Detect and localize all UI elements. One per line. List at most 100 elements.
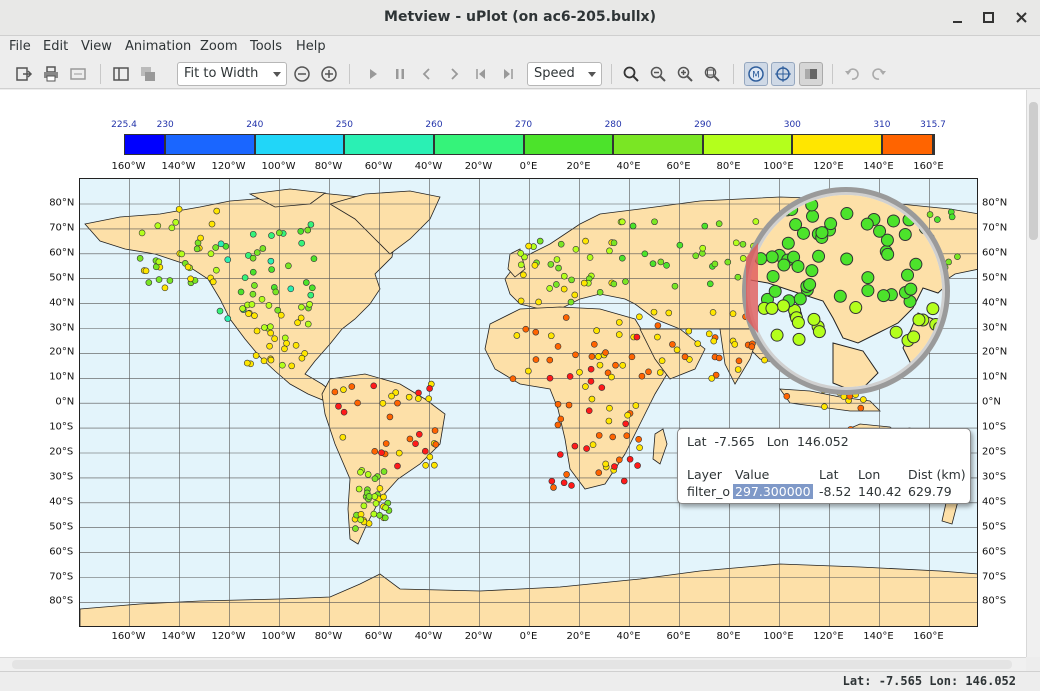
station-marker xyxy=(669,341,676,348)
vertical-scrollbar[interactable] xyxy=(1026,90,1040,657)
menu-tools[interactable]: Tools xyxy=(250,39,283,54)
station-marker xyxy=(563,471,570,478)
station-marker xyxy=(635,436,642,443)
longitude-label: 60°W xyxy=(364,161,393,172)
station-marker xyxy=(178,250,186,258)
magnifier-mode-icon[interactable]: M xyxy=(744,62,768,86)
landmass-madagascar xyxy=(652,428,668,465)
tooltip-cell-lat: -8.52 xyxy=(819,484,852,499)
sidebar-toggle-icon[interactable] xyxy=(110,63,132,85)
last-frame-icon[interactable] xyxy=(497,63,519,85)
station-marker xyxy=(611,463,618,470)
longitude-label: 20°E xyxy=(566,631,591,642)
zoom-out-icon[interactable] xyxy=(647,63,669,85)
station-marker xyxy=(692,252,700,260)
layers-icon[interactable] xyxy=(137,63,159,85)
station-marker xyxy=(376,485,384,492)
station-marker xyxy=(615,331,623,338)
menu-animation[interactable]: Animation xyxy=(125,39,192,54)
station-marker xyxy=(267,323,274,330)
speed-select[interactable]: Speed xyxy=(527,62,602,86)
minimize-icon[interactable] xyxy=(948,8,968,28)
station-marker xyxy=(335,402,342,410)
magnifier-lens[interactable] xyxy=(738,183,954,399)
station-marker xyxy=(271,335,278,343)
station-marker xyxy=(701,222,709,230)
zoom-in-circle-icon[interactable] xyxy=(318,63,340,85)
menu-zoom[interactable]: Zoom xyxy=(200,39,238,54)
first-frame-icon[interactable] xyxy=(470,63,492,85)
magnified-station-marker xyxy=(806,209,820,223)
vertical-scroll-thumb[interactable] xyxy=(1029,102,1038,240)
menu-help[interactable]: Help xyxy=(296,39,326,54)
station-marker xyxy=(352,525,359,532)
station-marker xyxy=(354,399,361,407)
station-marker xyxy=(382,440,390,447)
station-marker xyxy=(536,237,544,245)
station-marker xyxy=(371,493,378,500)
station-marker xyxy=(658,357,666,365)
zoom-stack-icon[interactable] xyxy=(701,63,723,85)
undo-icon[interactable] xyxy=(841,63,863,85)
station-marker xyxy=(298,239,305,247)
horizontal-scrollbar[interactable] xyxy=(0,657,1026,671)
previous-frame-icon[interactable] xyxy=(416,63,438,85)
station-marker xyxy=(166,277,174,284)
play-icon[interactable] xyxy=(362,63,384,85)
station-marker xyxy=(265,302,273,309)
latitude-label: 70°S xyxy=(982,571,1007,582)
tooltip-lon-value: 146.052 xyxy=(796,434,849,449)
magnified-station-marker xyxy=(791,316,805,330)
station-marker xyxy=(610,280,618,288)
station-marker xyxy=(237,288,245,296)
print-icon[interactable] xyxy=(40,63,62,85)
close-icon[interactable] xyxy=(1012,8,1032,28)
station-marker xyxy=(632,402,640,409)
station-marker xyxy=(557,451,564,458)
station-marker xyxy=(251,282,258,289)
station-marker xyxy=(626,455,634,463)
latitude-label: 50°N xyxy=(982,272,1008,284)
tooltip-col-dist: Dist (km) xyxy=(908,467,966,482)
horizontal-scroll-thumb[interactable] xyxy=(12,660,1012,669)
station-marker xyxy=(595,353,602,360)
magnified-station-marker xyxy=(776,299,790,313)
station-marker xyxy=(553,256,561,263)
export-icon[interactable] xyxy=(13,63,35,85)
latitude-label: 60°S xyxy=(49,546,74,558)
menu-edit[interactable]: Edit xyxy=(43,39,69,54)
station-marker xyxy=(604,369,612,377)
zoom-in-icon[interactable] xyxy=(674,63,696,85)
station-marker xyxy=(224,256,232,263)
redo-icon[interactable] xyxy=(868,63,890,85)
maximize-icon[interactable] xyxy=(979,8,999,28)
cursor-data-icon[interactable] xyxy=(771,62,795,86)
station-marker xyxy=(378,449,385,456)
display-icon[interactable] xyxy=(67,63,89,85)
magnified-station-marker xyxy=(805,264,819,278)
longitude-label: 140°E xyxy=(863,161,894,172)
longitude-label: 20°W xyxy=(464,161,493,172)
zoom-level-select[interactable]: Fit to Width xyxy=(177,62,287,86)
next-frame-icon[interactable] xyxy=(443,63,465,85)
tooltip-col-lat: Lat xyxy=(819,467,839,482)
station-marker xyxy=(425,395,433,403)
magnified-station-marker xyxy=(793,292,807,306)
station-marker xyxy=(710,337,718,345)
station-marker xyxy=(382,504,389,511)
pause-icon[interactable] xyxy=(389,63,411,85)
station-marker xyxy=(525,367,532,375)
station-marker xyxy=(310,255,318,262)
station-marker xyxy=(207,250,215,258)
menu-view[interactable]: View xyxy=(81,39,112,54)
zoom-out-circle-icon[interactable] xyxy=(291,63,313,85)
tooltip-cell-lon: 140.42 xyxy=(858,484,902,499)
station-marker xyxy=(586,254,594,261)
station-marker xyxy=(595,432,603,439)
menu-file[interactable]: File xyxy=(9,39,31,54)
station-marker xyxy=(596,289,604,296)
magnifier-icon[interactable] xyxy=(620,63,642,85)
latitude-label: 60°S xyxy=(982,546,1007,558)
station-marker xyxy=(266,342,273,350)
layer-panel-icon[interactable] xyxy=(799,62,823,86)
